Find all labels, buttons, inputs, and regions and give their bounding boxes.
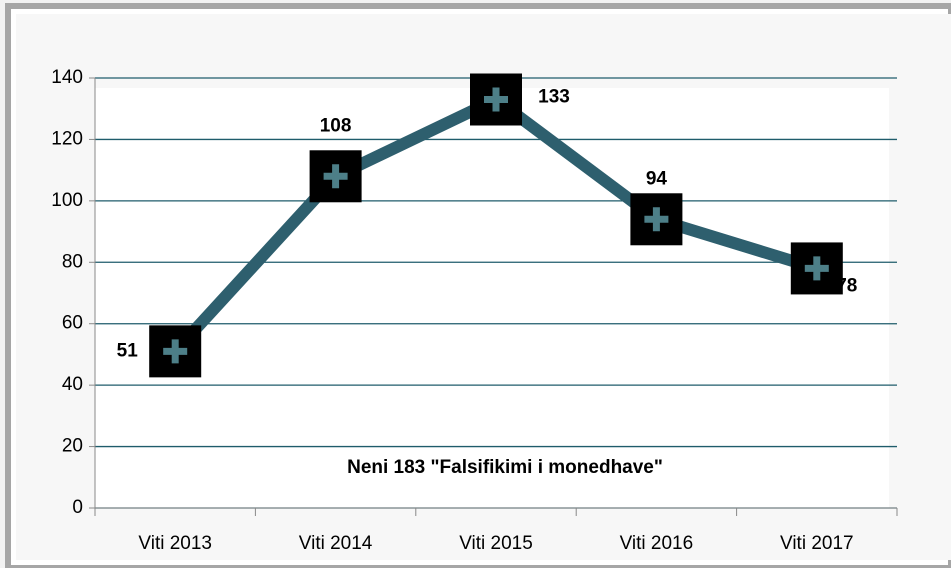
y-tick-label: 100: [51, 190, 83, 211]
marker-cross: [323, 164, 348, 189]
data-label: 108: [320, 115, 352, 136]
plot-area: [95, 88, 889, 508]
data-label: 94: [646, 168, 668, 189]
x-tick-label: Viti 2013: [138, 533, 212, 554]
x-tick-label: Viti 2015: [459, 533, 533, 554]
y-tick-label: 60: [62, 313, 83, 334]
y-tick-label: 120: [51, 128, 83, 149]
y-tick-label: 80: [62, 251, 83, 272]
x-tick-label: Viti 2017: [780, 533, 854, 554]
y-tick-label: 0: [72, 497, 83, 518]
data-label: 78: [836, 275, 857, 296]
data-label: 133: [538, 87, 570, 108]
x-tick-label: Viti 2016: [620, 533, 694, 554]
annotation: Neni 183 "Falsifikimi i monedhave": [347, 457, 663, 478]
marker-cross: [484, 87, 508, 112]
marker-cross: [644, 207, 669, 232]
y-tick-label: 20: [62, 436, 83, 457]
marker-cross: [804, 256, 829, 281]
data-label: 51: [117, 340, 139, 361]
marker-cross: [163, 339, 188, 364]
y-tick-label: 40: [62, 374, 83, 395]
x-tick-label: Viti 2014: [299, 533, 373, 554]
y-tick-label: 140: [51, 67, 83, 88]
